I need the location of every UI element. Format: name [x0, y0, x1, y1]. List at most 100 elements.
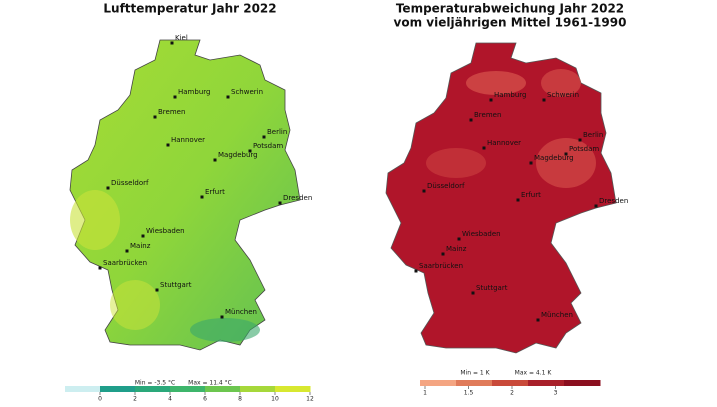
- min-note: Min = 1 K: [460, 370, 490, 377]
- city-marker: [213, 158, 217, 162]
- legend-tick-label: 12: [306, 396, 314, 403]
- city-label: Schwerin: [231, 88, 263, 96]
- legend-tick-label: 6: [203, 396, 207, 403]
- city-label: Hamburg: [494, 91, 526, 99]
- legend-tick-label: 2: [133, 396, 137, 403]
- legend-swatch: [205, 386, 241, 392]
- city-label: Hannover: [487, 139, 521, 147]
- city-label: Düsseldorf: [427, 182, 465, 190]
- city-marker: [422, 189, 426, 193]
- legend-tick-label: 3: [554, 390, 558, 397]
- city-marker: [489, 98, 493, 102]
- anomaly-area: [541, 69, 581, 97]
- city-marker: [278, 201, 282, 205]
- legend-swatch: [65, 386, 101, 392]
- city-marker: [248, 149, 252, 153]
- city-marker: [536, 318, 540, 322]
- min-note: Min = -3.5 °C: [135, 380, 175, 387]
- city-label: Dresden: [283, 194, 312, 202]
- city-marker: [125, 249, 129, 253]
- city-label: Mainz: [446, 245, 467, 253]
- city-label: München: [225, 308, 257, 316]
- legend-swatch: [170, 386, 206, 392]
- city-label: Dresden: [599, 197, 628, 205]
- city-marker: [153, 115, 157, 119]
- anomaly-area: [536, 138, 596, 188]
- cool-area: [190, 318, 260, 342]
- legend-swatch: [456, 380, 493, 386]
- city-marker: [166, 143, 170, 147]
- city-marker: [441, 252, 445, 256]
- city-marker: [542, 98, 546, 102]
- city-marker: [226, 95, 230, 99]
- city-marker: [220, 315, 224, 319]
- city-label: Bremen: [158, 108, 185, 116]
- legend-tick-label: 10: [271, 396, 279, 403]
- city-label: München: [541, 311, 573, 319]
- city-label: Saarbrücken: [103, 259, 147, 267]
- left-map: [69, 39, 301, 351]
- city-label: Magdeburg: [534, 154, 574, 162]
- legend-swatch: [275, 386, 311, 392]
- city-label: Mainz: [130, 242, 151, 250]
- city-marker: [170, 41, 174, 45]
- city-marker: [141, 234, 145, 238]
- city-label: Erfurt: [205, 188, 225, 196]
- legend-swatch: [492, 380, 529, 386]
- legend-swatch: [240, 386, 276, 392]
- map-title: Temperaturabweichung Jahr 2022: [396, 2, 624, 16]
- map-title: vom vieljährigen Mittel 1961-1990: [394, 16, 627, 30]
- warm-area: [110, 280, 160, 330]
- city-marker: [106, 186, 110, 190]
- city-label: Stuttgart: [476, 284, 508, 292]
- city-label: Potsdam: [569, 145, 599, 153]
- city-marker: [414, 269, 418, 273]
- anomaly-area: [466, 71, 526, 95]
- city-label: Berlin: [583, 131, 603, 139]
- legend-swatch: [420, 380, 457, 386]
- city-label: Düsseldorf: [111, 179, 149, 187]
- city-marker: [594, 204, 598, 208]
- city-marker: [578, 138, 582, 142]
- city-marker: [155, 288, 159, 292]
- city-marker: [564, 152, 568, 156]
- city-label: Kiel: [175, 34, 188, 42]
- city-label: Hamburg: [178, 88, 210, 96]
- city-marker: [457, 237, 461, 241]
- legend-swatch: [564, 380, 601, 386]
- city-label: Wiesbaden: [146, 227, 185, 235]
- city-label: Berlin: [267, 128, 287, 136]
- city-label: Wiesbaden: [462, 230, 501, 238]
- city-label: Potsdam: [253, 142, 283, 150]
- right-map: [385, 42, 617, 354]
- max-note: Max = 11.4 °C: [188, 380, 232, 387]
- legend-swatch: [135, 386, 171, 392]
- city-marker: [516, 198, 520, 202]
- city-label: Schwerin: [547, 91, 579, 99]
- city-marker: [482, 146, 486, 150]
- anomaly-area: [426, 148, 486, 178]
- city-marker: [469, 118, 473, 122]
- legend-tick-label: 1.5: [464, 390, 474, 397]
- warm-area: [70, 190, 120, 250]
- legend-tick-label: 1: [423, 390, 427, 397]
- city-label: Saarbrücken: [419, 262, 463, 270]
- city-label: Bremen: [474, 111, 501, 119]
- city-marker: [173, 95, 177, 99]
- city-marker: [471, 291, 475, 295]
- legend-tick-label: 8: [238, 396, 242, 403]
- city-label: Magdeburg: [218, 151, 258, 159]
- city-label: Stuttgart: [160, 281, 192, 289]
- legend-swatch: [528, 380, 565, 386]
- city-marker: [262, 135, 266, 139]
- legend-tick-label: 4: [168, 396, 172, 403]
- city-label: Hannover: [171, 136, 205, 144]
- max-note: Max = 4.1 K: [515, 370, 553, 377]
- legend-swatch: [100, 386, 136, 392]
- city-marker: [200, 195, 204, 199]
- city-marker: [98, 266, 102, 270]
- city-label: Erfurt: [521, 191, 541, 199]
- legend-tick-label: 0: [98, 396, 102, 403]
- city-marker: [529, 161, 533, 165]
